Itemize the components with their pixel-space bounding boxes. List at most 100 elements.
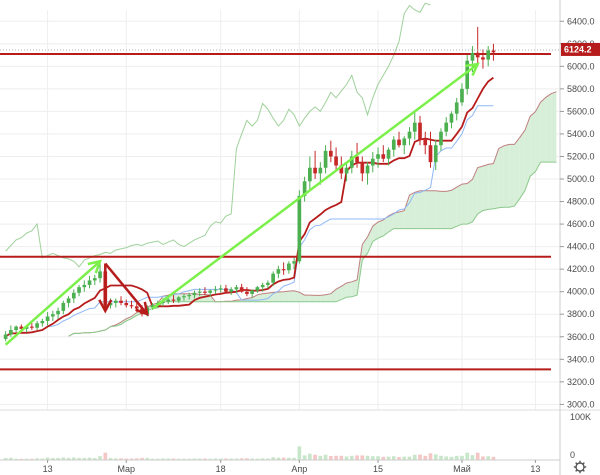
- candle-body: [124, 302, 129, 306]
- y-tick-label: 6000.0: [567, 61, 595, 71]
- candle-body: [119, 300, 123, 303]
- candle-body: [255, 287, 260, 291]
- y-tick-label: 5000.0: [567, 174, 595, 184]
- volume-bar: [260, 458, 265, 460]
- candlestick-series: [3, 26, 496, 342]
- candle-body: [134, 306, 139, 309]
- cloud-segment: [315, 295, 321, 302]
- candle-body: [192, 292, 197, 296]
- candle-body: [229, 289, 234, 292]
- volume-bar: [381, 456, 386, 460]
- cloud-segment: [503, 144, 510, 208]
- candle-body: [465, 60, 470, 89]
- trend-annotations: [4, 62, 480, 346]
- candle-body: [412, 122, 417, 132]
- volume-bar: [486, 456, 491, 460]
- volume-bar: [150, 458, 155, 460]
- volume-bar: [391, 456, 396, 460]
- cloud-segment: [351, 279, 358, 297]
- candle-body: [344, 167, 349, 174]
- cloud-segment: [336, 286, 342, 302]
- candle-body: [418, 122, 422, 140]
- cloud-segment: [535, 102, 541, 172]
- candle-body: [35, 323, 39, 328]
- volume-bar: [3, 458, 8, 460]
- volume-bar: [281, 457, 286, 460]
- volume-bar: [370, 456, 375, 460]
- volume-bar: [103, 452, 108, 460]
- volume-bar: [323, 454, 328, 460]
- volume-bar: [418, 454, 422, 460]
- y-tick-label: 3600.0: [567, 332, 595, 342]
- candle-body: [386, 149, 391, 159]
- x-tick-label: Апр: [291, 464, 307, 474]
- cloud-segment: [435, 190, 441, 229]
- last-price-label: 6124.2: [564, 44, 592, 54]
- last-price-tag: [561, 42, 600, 56]
- candle-body: [276, 269, 281, 274]
- senkou-span-a-line: [68, 91, 557, 337]
- candle-body: [71, 292, 76, 299]
- volume-bar: [439, 455, 443, 460]
- cloud-segment: [283, 291, 289, 302]
- y-tick-label: 5400.0: [567, 129, 595, 139]
- x-tick-label: 15: [373, 464, 383, 474]
- candle-body: [166, 299, 171, 302]
- candle-body: [129, 305, 134, 307]
- cloud-segment: [393, 211, 400, 229]
- cloud-segment: [446, 190, 452, 229]
- volume-bar: [197, 458, 202, 460]
- cloud-segment: [309, 295, 316, 302]
- volume-bar: [297, 446, 302, 460]
- cloud-segment: [294, 290, 300, 302]
- ichimoku-cloud: [68, 91, 557, 337]
- candle-body: [30, 326, 34, 328]
- gear-icon[interactable]: [573, 460, 587, 474]
- candle-body: [77, 287, 81, 293]
- x-tick-label: Май: [453, 464, 471, 474]
- candle-body: [87, 280, 92, 285]
- candle-body: [260, 284, 265, 288]
- y-tick-label: 4800.0: [567, 197, 595, 207]
- cloud-segment: [273, 291, 279, 302]
- candle-body: [197, 291, 202, 293]
- volume-bar: [412, 454, 417, 460]
- volume-bar: [24, 458, 29, 460]
- candle-body: [92, 278, 97, 281]
- volume-bar: [61, 457, 66, 460]
- volume-bar: [276, 457, 281, 460]
- kijun-sen-line: [5, 105, 494, 337]
- candle-body: [182, 296, 186, 298]
- cloud-segment: [482, 164, 489, 211]
- cloud-segment: [262, 293, 268, 302]
- candle-body: [355, 156, 359, 163]
- candle-body: [208, 290, 213, 293]
- cloud-segment: [378, 219, 384, 239]
- volume-bar: [313, 454, 317, 460]
- cloud-segment: [456, 184, 462, 227]
- cloud-segment: [540, 97, 546, 163]
- cloud-segment: [288, 290, 295, 302]
- volume-bar: [245, 458, 249, 460]
- candle-body: [203, 291, 207, 293]
- volume-bar: [66, 457, 71, 460]
- volume-bar: [454, 455, 459, 460]
- candle-body: [308, 167, 312, 182]
- cloud-segment: [399, 210, 405, 229]
- candle-body: [360, 162, 365, 174]
- cloud-segment: [472, 167, 478, 222]
- candle-body: [250, 290, 254, 294]
- candle-body: [108, 302, 113, 306]
- candle-body: [19, 326, 24, 329]
- volume-bar: [407, 456, 412, 460]
- volume-bar: [475, 452, 480, 460]
- candle-body: [292, 261, 296, 264]
- volume-bar: [318, 455, 323, 460]
- candle-body: [98, 271, 102, 279]
- y-tick-label: 6400.0: [567, 16, 595, 26]
- gear-icon-tooth: [575, 462, 578, 465]
- arrow-shaft: [104, 262, 149, 316]
- volume-bar: [119, 458, 123, 460]
- cloud-segment: [367, 226, 373, 254]
